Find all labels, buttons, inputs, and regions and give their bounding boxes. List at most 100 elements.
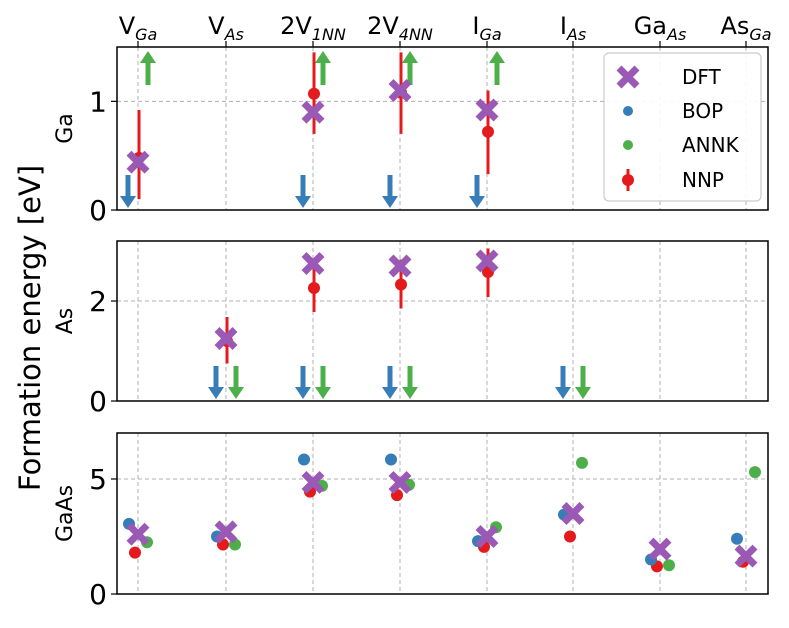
dft-point	[388, 78, 412, 102]
bop-offscale-arrow	[295, 175, 311, 208]
panel-GaAs: 0 5 GaAs	[53, 432, 769, 611]
panel-As: 0 2 As	[53, 240, 769, 418]
bop-offscale-arrow-shape	[295, 175, 311, 208]
annk-offscale-arrow-shape	[315, 366, 331, 399]
category-label-base: Ga	[634, 12, 667, 40]
nnp-point	[564, 530, 576, 543]
y-tick-label: 1	[89, 85, 107, 118]
dft-point	[734, 544, 758, 568]
category-label-base: V	[119, 12, 136, 40]
dft-point-stroke-b	[301, 252, 325, 275]
dft-point	[561, 502, 585, 525]
panel-frame	[116, 240, 769, 402]
dft-point-stroke-b	[475, 98, 499, 122]
legend-annk-marker	[623, 140, 633, 150]
dft-point-stroke-b	[388, 254, 412, 278]
legend: DFT BOP ANNK NNP	[603, 52, 762, 202]
annk-point	[749, 466, 761, 479]
category-label-sub: 1NN	[312, 25, 346, 44]
dft-point	[301, 100, 325, 124]
dft-point-stroke-b	[475, 249, 499, 273]
annk-offscale-arrow	[140, 51, 156, 85]
category-label-base: V	[208, 12, 225, 40]
panel-Ga: 0 1 Ga	[53, 46, 769, 227]
category-label-sub: Ga	[749, 25, 771, 44]
dft-point-stroke-b	[388, 470, 412, 494]
panel-label: GaAs	[53, 485, 78, 542]
annk-offscale-arrow-shape	[140, 51, 156, 85]
legend-bop-marker	[623, 106, 633, 116]
bop-offscale-arrow-shape	[382, 175, 398, 208]
dft-point-stroke-b	[475, 525, 499, 548]
annk-offscale-arrow	[575, 366, 591, 399]
category-label-base: 2V	[367, 12, 399, 40]
bop-offscale-arrow-shape	[295, 366, 311, 399]
dft-point-stroke-b	[561, 502, 585, 525]
nnp-point	[395, 278, 407, 291]
y-tick-label: 0	[89, 578, 107, 611]
category-label-sub: As	[666, 25, 686, 44]
dft-point	[475, 98, 499, 122]
dft-point-stroke-b	[214, 520, 238, 544]
category-label-sub: Ga	[479, 25, 501, 44]
category-label-4: IGa	[472, 12, 501, 44]
category-label-sub: 4NN	[399, 25, 433, 44]
bop-offscale-arrow-shape	[208, 366, 224, 399]
annk-offscale-arrow-shape	[575, 366, 591, 399]
dft-point	[475, 525, 499, 548]
dft-point	[126, 150, 150, 174]
bop-offscale-arrow	[120, 175, 136, 208]
panel-frame	[116, 46, 769, 211]
category-label-3: 2V4NN	[367, 12, 433, 44]
annk-offscale-arrow-shape	[402, 51, 418, 85]
bop-offscale-arrow-shape	[469, 175, 485, 208]
dft-point	[214, 327, 238, 350]
panel-label: As	[53, 308, 78, 335]
dft-point-stroke-b	[301, 100, 325, 124]
bop-offscale-arrow	[469, 175, 485, 208]
nnp-point	[308, 87, 320, 100]
category-label-base: I	[560, 12, 567, 40]
category-label-7: AsGa	[720, 12, 771, 44]
dft-point-stroke-b	[214, 327, 238, 350]
annk-offscale-arrow	[402, 51, 418, 85]
y-tick-label: 0	[89, 385, 107, 418]
bop-offscale-arrow	[382, 175, 398, 208]
dft-point	[648, 537, 672, 561]
bop-point	[385, 453, 397, 466]
bop-offscale-arrow	[295, 366, 311, 399]
y-tick-label: 5	[89, 463, 107, 496]
y-tick-label: 0	[89, 194, 107, 227]
dft-point	[388, 254, 412, 278]
nnp-point	[482, 125, 494, 138]
annk-offscale-arrow-shape	[315, 51, 331, 85]
dft-point-stroke-b	[126, 150, 150, 174]
legend-label: DFT	[682, 65, 722, 89]
category-label-base: As	[720, 12, 749, 40]
nnp-point	[129, 546, 141, 559]
dft-point	[475, 249, 499, 273]
bop-offscale-arrow	[555, 366, 571, 399]
annk-offscale-arrow	[315, 51, 331, 85]
dft-point	[126, 522, 150, 546]
category-label-5: IAs	[560, 12, 586, 44]
category-label-6: GaAs	[634, 12, 687, 44]
bop-offscale-arrow-shape	[555, 366, 571, 399]
category-label-0: VGa	[119, 12, 158, 44]
bop-offscale-arrow-shape	[120, 175, 136, 208]
legend-dft-marker	[616, 65, 640, 89]
annk-offscale-arrow-shape	[402, 366, 418, 399]
annk-offscale-arrow	[228, 366, 244, 399]
annk-offscale-arrow-shape	[489, 51, 505, 85]
dft-point	[388, 470, 412, 494]
annk-point	[663, 559, 675, 572]
annk-offscale-arrow	[402, 366, 418, 399]
category-label-1: VAs	[208, 12, 244, 44]
category-label-2: 2V1NN	[280, 12, 346, 44]
annk-offscale-arrow-shape	[228, 366, 244, 399]
legend-label: NNP	[682, 168, 724, 192]
category-label-base: I	[472, 12, 479, 40]
category-label-base: 2V	[280, 12, 312, 40]
